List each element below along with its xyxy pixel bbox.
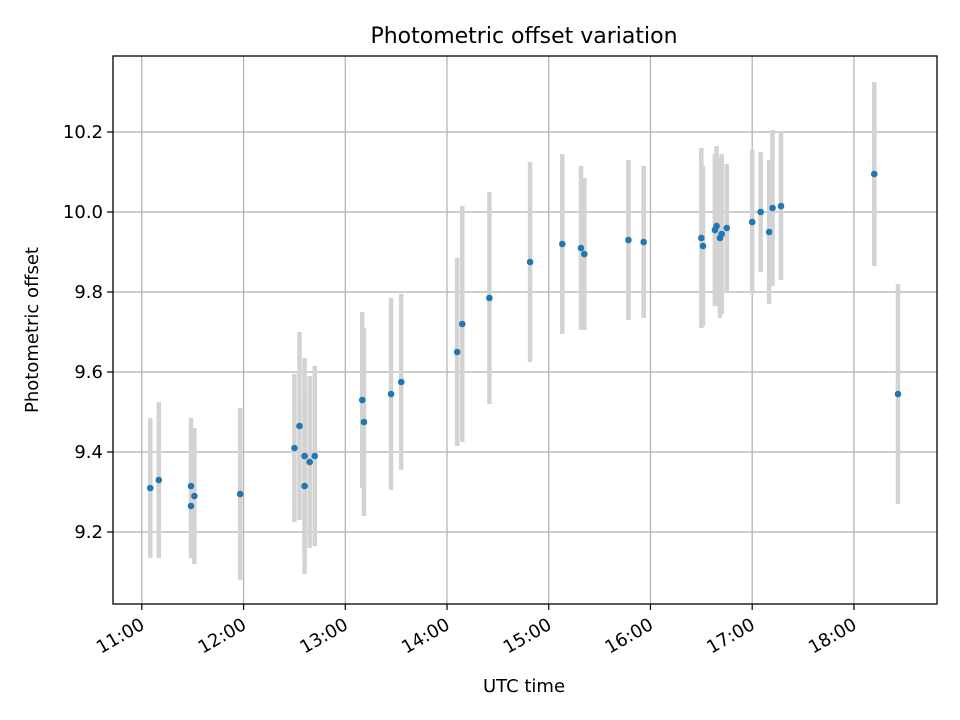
x-tick-label: 11:00 [93,614,148,658]
data-point [360,418,368,426]
data-point [311,452,319,460]
data-point [698,234,705,242]
y-tick-label: 10.0 [63,202,103,223]
data-point [581,250,588,258]
data-point [486,294,493,302]
data-point [748,218,756,226]
data-point [301,452,308,460]
data-point [713,222,720,230]
y-axis-ticks: 9.2 9.4 9.6 9.8 10.0 10.2 [63,122,113,543]
error-bars [148,82,901,580]
data-point [187,482,195,490]
y-tick-label: 9.8 [74,282,103,303]
y-tick-label: 9.6 [74,362,103,383]
data-point [559,240,566,248]
x-tick-label: 17:00 [703,614,758,658]
y-tick-label: 10.2 [63,122,103,143]
x-tick-label: 14:00 [398,614,453,658]
data-point [296,422,303,430]
grid [113,56,937,604]
data-point [718,230,725,238]
x-tick-label: 13:00 [296,614,351,658]
data-point [155,476,163,484]
data-point [765,228,773,236]
x-tick-label: 12:00 [195,614,250,658]
x-tick-label: 15:00 [500,614,555,658]
data-point [640,238,647,246]
x-axis-label: UTC time [483,676,565,697]
data-point [397,378,405,386]
data-point [757,208,764,216]
data-points [147,170,902,510]
data-point [147,484,154,492]
data-point [306,458,313,466]
data-point [301,482,308,490]
data-point [625,236,632,244]
y-axis-label: Photometric offset [22,247,43,413]
plot-frame [112,55,938,605]
data-point [191,492,198,500]
data-point [387,390,395,398]
data-point [453,348,461,356]
x-tick-label: 18:00 [805,614,860,658]
data-point [894,390,902,398]
data-point [723,224,731,232]
data-point [769,204,776,212]
data-point [870,170,878,178]
data-point [526,258,534,266]
y-tick-label: 9.2 [74,522,103,543]
data-point [291,444,298,452]
data-point [577,244,585,252]
y-tick-label: 9.4 [74,442,103,463]
chart-title: Photometric offset variation [370,24,677,49]
data-point [187,502,195,510]
data-point [358,396,366,404]
data-point [458,320,466,328]
data-point [777,202,785,210]
data-point [699,242,707,250]
data-point [236,490,244,498]
x-tick-label: 16:00 [602,614,657,658]
x-axis-ticks: 11:00 12:00 13:00 14:00 15:00 16:00 17:00 18:00 [93,604,860,658]
